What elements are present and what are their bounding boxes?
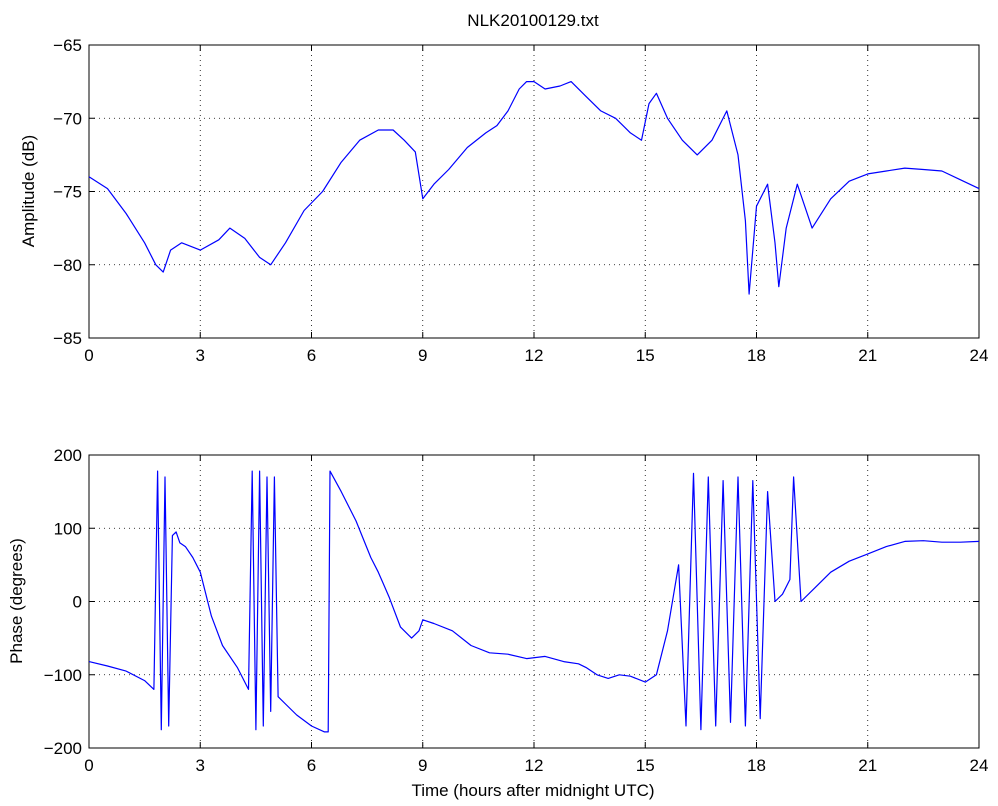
phase-y-tick-label: 200 (54, 446, 82, 465)
phase-y-label: Phase (degrees) (7, 538, 26, 664)
phase-y-tick-label: 100 (54, 519, 82, 538)
phase-x-tick-label: 0 (84, 756, 93, 775)
amplitude-y-tick-label: −70 (53, 109, 82, 128)
phase-x-tick-label: 12 (525, 756, 544, 775)
amplitude-x-tick-label: 15 (636, 346, 655, 365)
time-x-label: Time (hours after midnight UTC) (411, 781, 654, 800)
amplitude-x-tick-label: 24 (970, 346, 989, 365)
phase-y-tick-label: 0 (73, 593, 82, 612)
amplitude-y-tick-label: −75 (53, 183, 82, 202)
phase-grid (89, 455, 979, 748)
phase-x-tick-label: 15 (636, 756, 655, 775)
phase-x-tick-label: 9 (418, 756, 427, 775)
amplitude-x-tick-label: 0 (84, 346, 93, 365)
amplitude-y-tick-label: −85 (53, 329, 82, 348)
amplitude-x-tick-label: 6 (307, 346, 316, 365)
phase-series (88, 470, 980, 733)
amplitude-axes: 0 3 6 9 12 15 18 21 24 −85 −80 −75 −70 −65 Amplitude … (19, 36, 988, 365)
phase-x-tick-label: 3 (196, 756, 205, 775)
phase-x-tick-label: 24 (970, 756, 989, 775)
amplitude-series-line (88, 80, 980, 295)
amplitude-grid (89, 45, 979, 338)
amplitude-y-tick-label: −65 (53, 36, 82, 55)
phase-x-tick-label: 18 (747, 756, 766, 775)
phase-y-tick-label: −200 (44, 739, 82, 758)
amplitude-x-tick-label: 3 (196, 346, 205, 365)
chart-title: NLK20100129.txt (467, 11, 599, 30)
amplitude-ticks: 0 3 6 9 12 15 18 21 24 −85 −80 −75 −70 −65 (53, 36, 988, 365)
amplitude-y-label: Amplitude (dB) (19, 135, 38, 247)
amplitude-x-tick-label: 9 (418, 346, 427, 365)
phase-axes: 0 3 6 9 12 15 18 21 24 −200 −100 0 100 200 Phase (deg… (7, 446, 988, 800)
amplitude-y-tick-label: −80 (53, 256, 82, 275)
phase-x-tick-label: 6 (307, 756, 316, 775)
amplitude-series (88, 80, 980, 295)
amplitude-x-tick-label: 12 (525, 346, 544, 365)
phase-ticks: 0 3 6 9 12 15 18 21 24 −200 −100 0 100 200 (44, 446, 989, 775)
phase-y-tick-label: −100 (44, 666, 82, 685)
amplitude-x-tick-label: 18 (747, 346, 766, 365)
phase-series-line (88, 470, 980, 733)
phase-x-tick-label: 21 (858, 756, 877, 775)
amplitude-x-tick-label: 21 (858, 346, 877, 365)
